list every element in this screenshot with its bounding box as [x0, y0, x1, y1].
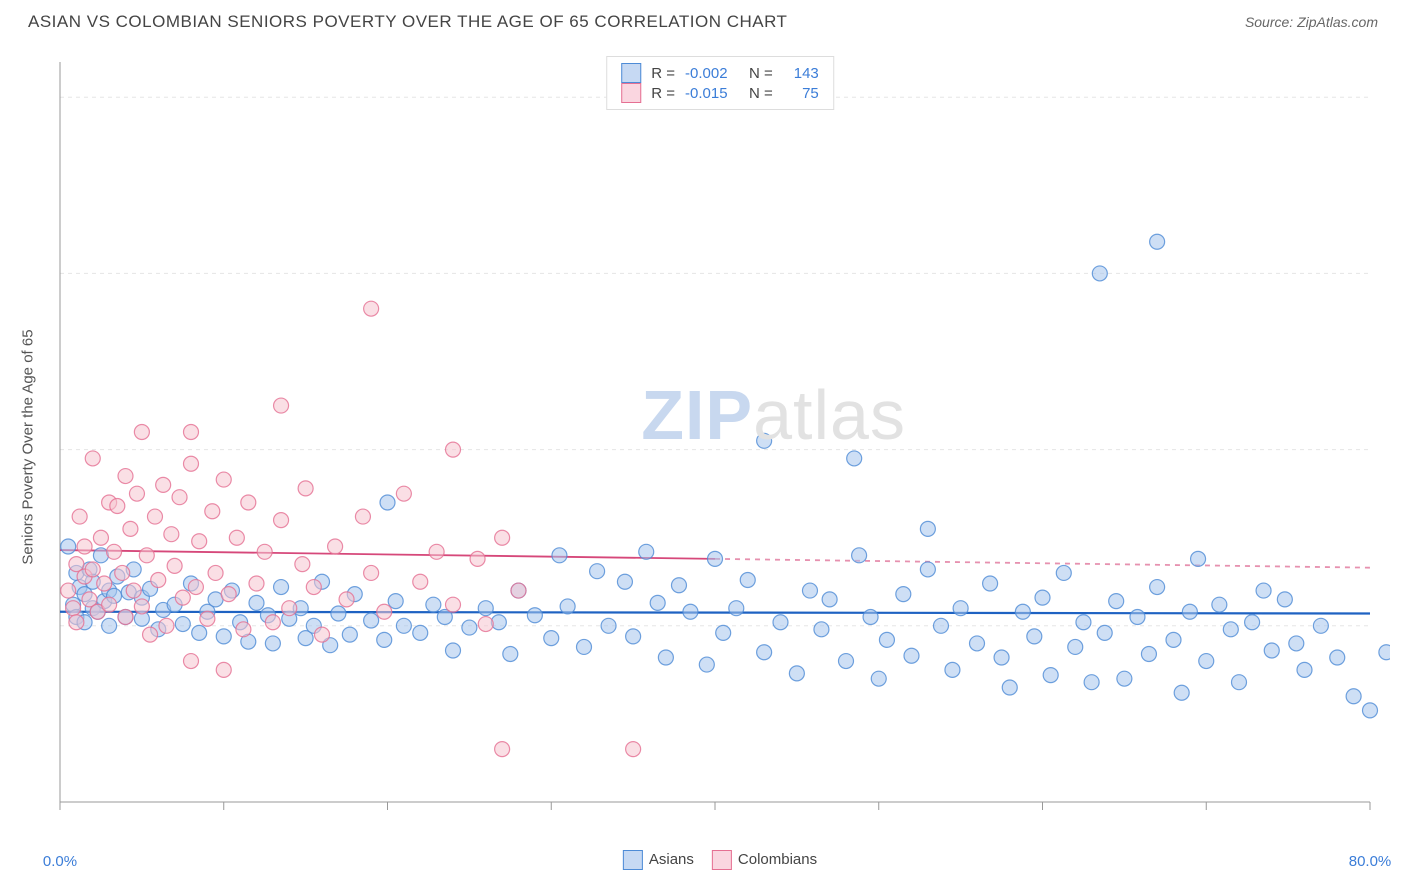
legend-r-label: R = [651, 85, 675, 102]
x-tick-label: 80.0% [1349, 853, 1392, 870]
source-label: Source: ZipAtlas.com [1245, 14, 1378, 30]
legend-row: R = -0.002 N = 143 [621, 63, 819, 83]
legend-r-label: R = [651, 65, 675, 82]
legend-n-value: 75 [783, 85, 819, 102]
correlation-legend: R = -0.002 N = 143 R = -0.015 N = 75 [606, 56, 834, 110]
scatter-plot-svg [50, 52, 1390, 842]
legend-swatch [621, 83, 641, 103]
legend-item: Colombians [712, 850, 817, 870]
legend-r-value: -0.002 [685, 65, 739, 82]
legend-item: Asians [623, 850, 694, 870]
x-tick-label: 0.0% [43, 853, 77, 870]
legend-n-label: N = [749, 85, 773, 102]
legend-n-label: N = [749, 65, 773, 82]
legend-label: Colombians [738, 851, 817, 868]
legend-r-value: -0.015 [685, 85, 739, 102]
legend-label: Asians [649, 851, 694, 868]
legend-row: R = -0.015 N = 75 [621, 83, 819, 103]
series-legend: Asians Colombians [623, 850, 817, 870]
legend-swatch [623, 850, 643, 870]
chart-title: ASIAN VS COLOMBIAN SENIORS POVERTY OVER … [28, 12, 787, 32]
legend-n-value: 143 [783, 65, 819, 82]
legend-swatch [621, 63, 641, 83]
y-axis-label: Seniors Poverty Over the Age of 65 [20, 329, 37, 564]
legend-swatch [712, 850, 732, 870]
chart-area: Seniors Poverty Over the Age of 65 ZIPat… [50, 52, 1390, 842]
